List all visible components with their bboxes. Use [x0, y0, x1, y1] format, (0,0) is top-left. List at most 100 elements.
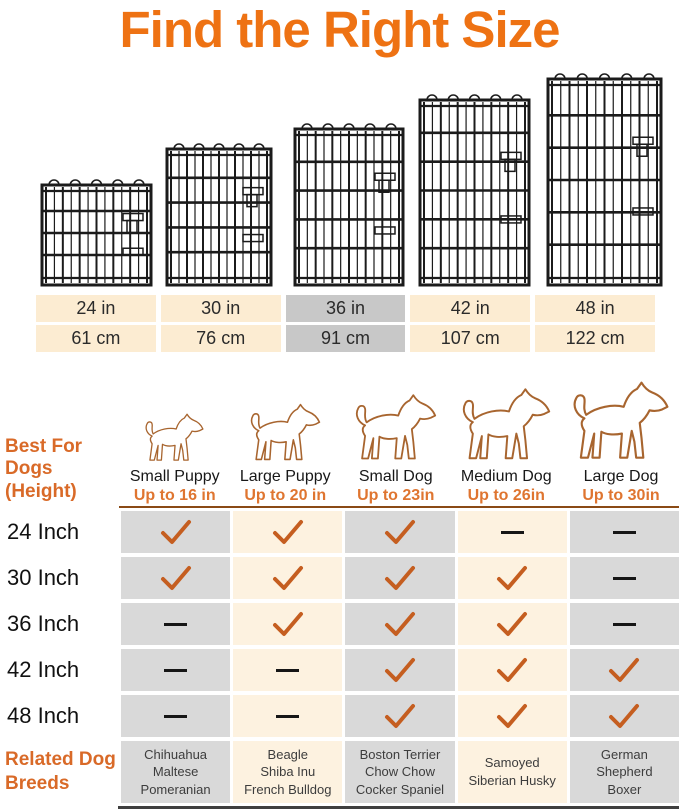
compatibility-matrix: 24 Inch 30 Inch 36 Inch 42 Inch 48 Inch [0, 511, 679, 737]
medium-dog-icon [462, 387, 550, 459]
check-icon [160, 519, 191, 544]
dash-icon [276, 668, 300, 672]
check-icon [384, 657, 415, 682]
dash-icon [500, 530, 524, 534]
check-icon [497, 611, 528, 636]
check-cell-r0c2 [345, 511, 455, 553]
check-cell-r2c3 [457, 603, 567, 645]
crate-panel-42in [418, 91, 531, 292]
check-icon [384, 519, 415, 544]
size-cm-3: 107 cm [410, 325, 531, 352]
breed-name: Chihuahua [144, 746, 208, 762]
breed-list-0: Chihuahua Maltese Pomeranian [121, 741, 231, 803]
dog-type-label: Large Dog [583, 467, 659, 485]
breed-name: Shepherd [596, 764, 653, 780]
crate-panel-48in [546, 70, 663, 292]
check-icon [160, 565, 191, 590]
breed-list-4: German Shepherd Boxer [569, 741, 679, 803]
check-icon [609, 657, 640, 682]
breed-name: Boxer [607, 781, 642, 797]
row-label-36-inch: 36 Inch [0, 603, 118, 645]
breed-list-1: Beagle Shiba Inu French Bulldog [233, 741, 343, 803]
breed-list-2: Boston Terrier Chow Chow Cocker Spaniel [345, 741, 455, 803]
check-cell-r1c0 [121, 557, 231, 599]
check-cell-r3c3 [457, 649, 567, 691]
breed-name: Boston Terrier [359, 746, 441, 762]
check-icon [272, 565, 303, 590]
dash-cell-r2c0 [121, 603, 231, 645]
row-label-42-inch: 42 Inch [0, 649, 118, 691]
check-icon [384, 703, 415, 728]
check-cell-r4c3 [457, 695, 567, 737]
check-cell-r0c0 [121, 511, 231, 553]
size-cm-0: 61 cm [36, 325, 156, 352]
dog-type-label: Medium Dog [460, 467, 552, 485]
breed-name: Pomeranian [140, 781, 211, 797]
size-inches-2: 36 in [285, 295, 406, 322]
dog-type-label: Small Dog [358, 467, 433, 485]
best-for-heading-line1: Best For Dogs [5, 435, 83, 480]
size-inches-1: 30 in [160, 295, 281, 322]
size-inches-0: 24 in [36, 295, 156, 322]
dash-cell-r4c1 [233, 695, 343, 737]
dash-icon [276, 714, 300, 718]
best-for-dogs-heading: Best For Dogs (Height) [0, 372, 118, 505]
breed-list-3: Samoyed Siberian Husky [457, 741, 567, 803]
dog-column-0: Small Puppy Up to 16 in [121, 372, 229, 505]
size-table: 24 in 30 in 36 in 42 in 48 in 61 cm 76 cm 91 cm… [36, 295, 655, 352]
breed-name: French Bulldog [244, 781, 332, 797]
crate-panel-30in [165, 140, 273, 292]
check-icon [272, 611, 303, 636]
check-cell-r3c4 [569, 649, 679, 691]
row-label-48-inch: 48 Inch [0, 695, 118, 737]
dash-cell-r1c4 [569, 557, 679, 599]
related-breeds-heading-line1: Related Dog [5, 749, 116, 771]
size-cm-1: 76 cm [160, 325, 281, 352]
breed-name: Cocker Spaniel [355, 781, 445, 797]
check-cell-r4c4 [569, 695, 679, 737]
dog-max-height-label: Up to 30in [582, 486, 660, 504]
check-icon [609, 703, 640, 728]
check-cell-r2c2 [345, 603, 455, 645]
breed-name: Maltese [152, 764, 199, 780]
crate-panel-24in [40, 176, 153, 292]
dash-icon [164, 622, 188, 626]
dog-max-height-label: Up to 23in [357, 486, 435, 504]
check-cell-r3c2 [345, 649, 455, 691]
dog-max-height-label: Up to 20 in [244, 486, 327, 504]
breed-name: Samoyed [484, 755, 540, 771]
dog-column-3: Medium Dog Up to 26in [453, 372, 561, 505]
check-cell-r1c2 [345, 557, 455, 599]
page-title: Find the Right Size [119, 1, 561, 58]
crate-panel-36in [293, 120, 405, 292]
size-inches-3: 42 in [410, 295, 531, 322]
check-cell-r1c3 [457, 557, 567, 599]
check-cell-r4c2 [345, 695, 455, 737]
dog-size-header: Best For Dogs (Height) Small Puppy Up to 16… [0, 372, 679, 505]
check-icon [384, 611, 415, 636]
dash-icon [164, 714, 188, 718]
check-cell-r2c1 [233, 603, 343, 645]
dash-icon [164, 668, 188, 672]
breed-name: German [600, 746, 648, 762]
check-icon [384, 565, 415, 590]
related-breeds-heading-line2: Breeds [5, 773, 70, 794]
row-label-30-inch: 30 Inch [0, 557, 118, 599]
dash-cell-r3c0 [121, 649, 231, 691]
check-cell-r1c1 [233, 557, 343, 599]
dog-max-height-label: Up to 26in [467, 486, 545, 504]
dog-type-label: Small Puppy [129, 467, 220, 485]
large-dog-icon [573, 381, 669, 459]
row-label-24-inch: 24 Inch [0, 511, 118, 553]
dog-column-1: Large Puppy Up to 20 in [232, 372, 340, 505]
dash-cell-r3c1 [233, 649, 343, 691]
check-icon [497, 657, 528, 682]
dog-column-2: Small Dog Up to 23in [342, 372, 450, 505]
dash-cell-r0c3 [457, 511, 567, 553]
small-puppy-icon [145, 413, 204, 461]
dash-cell-r4c0 [121, 695, 231, 737]
header-divider [119, 506, 679, 508]
dog-column-4: Large Dog Up to 30in [563, 372, 679, 505]
check-icon [497, 703, 528, 728]
best-for-heading-line2: (Height) [5, 480, 77, 502]
